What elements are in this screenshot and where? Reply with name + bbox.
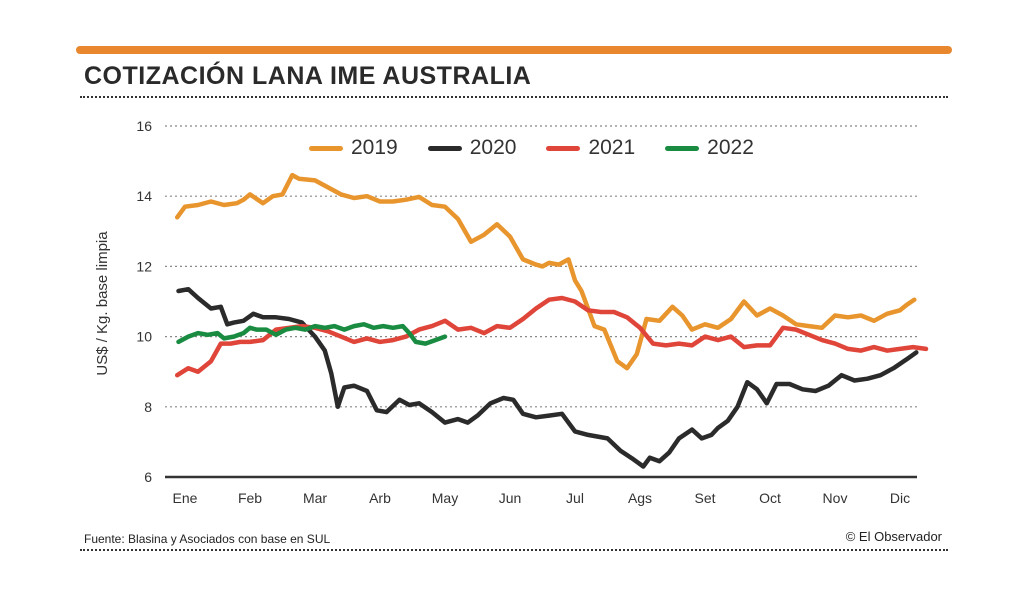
legend-swatch	[546, 145, 581, 151]
title-divider	[80, 96, 948, 98]
legend-label: 2019	[351, 136, 398, 159]
legend-label: 2020	[469, 136, 517, 159]
legend-label: 2022	[707, 136, 754, 159]
x-tick-label: Arb	[369, 490, 391, 506]
footer-divider	[80, 549, 948, 551]
x-tick-label: Oct	[759, 490, 781, 506]
x-tick-label: Nov	[823, 490, 848, 506]
legend-item-2021: 2021	[546, 136, 635, 160]
x-tick-label: May	[432, 490, 458, 506]
legend-item-2020: 2020	[427, 136, 517, 160]
y-tick-label: 10	[136, 329, 152, 345]
legend-item-2019: 2019	[309, 136, 398, 160]
y-tick-label: 14	[136, 188, 152, 204]
y-tick-label: 12	[136, 258, 152, 274]
legend-swatch	[427, 145, 462, 151]
chart-legend: 2019 2020 2021 2022	[309, 136, 754, 160]
series-line-2022	[176, 322, 448, 346]
x-tick-label: Ene	[173, 490, 198, 506]
y-tick-label: 16	[136, 118, 152, 134]
x-tick-label: Dic	[890, 490, 910, 506]
x-tick-label: Feb	[238, 490, 262, 506]
y-tick-label: 6	[144, 469, 152, 485]
x-tick-label: Jun	[499, 490, 522, 506]
x-tick-label: Ags	[628, 490, 652, 506]
top-accent-bar	[76, 46, 952, 54]
legend-swatch	[309, 145, 343, 151]
x-tick-label: Mar	[303, 490, 327, 506]
y-axis-label: US$ / Kg. base limpia	[94, 231, 111, 376]
chart-title: COTIZACIÓN LANA IME AUSTRALIA	[84, 62, 532, 90]
source-note: Fuente: Blasina y Asociados con base en …	[84, 532, 331, 546]
y-tick-label: 8	[144, 399, 152, 415]
x-tick-label: Jul	[566, 490, 584, 506]
legend-swatch	[665, 145, 700, 151]
x-tick-label: Set	[694, 490, 715, 506]
legend-label: 2021	[588, 136, 636, 159]
series-line-2020	[176, 286, 919, 469]
series-line-2019	[174, 172, 917, 371]
credit-note: © El Observador	[845, 529, 942, 544]
legend-item-2022: 2022	[665, 136, 754, 160]
